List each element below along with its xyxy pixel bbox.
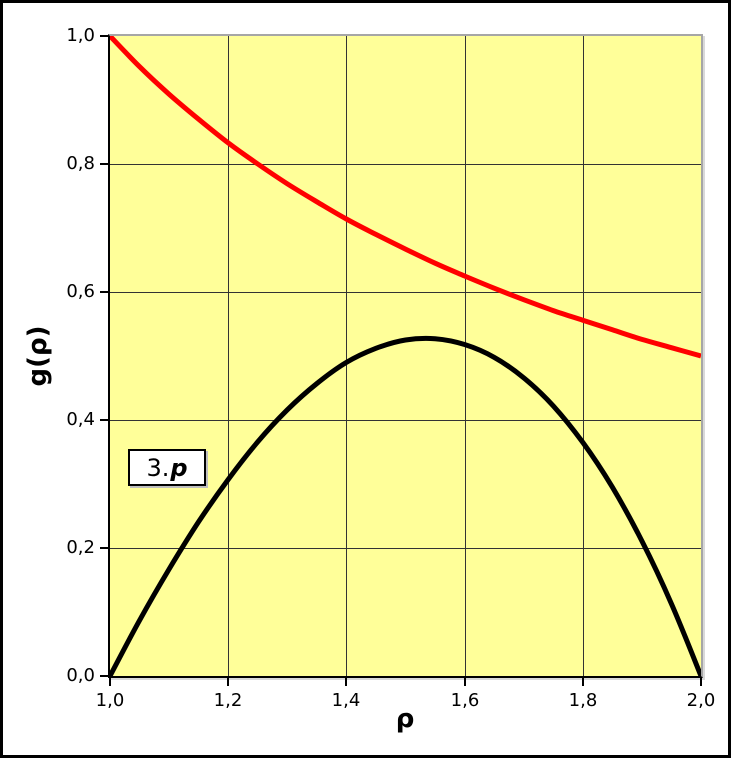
- y-axis-title: g(ρ): [23, 325, 53, 387]
- x-tick-label: 2,0: [686, 690, 716, 711]
- y-tick-mark: [100, 675, 108, 677]
- x-axis-title: ρ: [395, 704, 415, 734]
- x-tick-mark: [227, 678, 229, 686]
- x-tick-label: 1,6: [450, 690, 480, 711]
- y-tick-label: 0,2: [66, 537, 95, 558]
- y-tick-label: 0,0: [66, 665, 95, 686]
- annotation-symbol: p: [170, 453, 188, 482]
- annotation-box: 3. p: [128, 449, 206, 486]
- y-tick-label: 1,0: [66, 25, 95, 46]
- x-tick-mark: [109, 678, 111, 686]
- y-tick-mark: [100, 419, 108, 421]
- plot-area: [108, 34, 703, 678]
- x-tick-mark: [700, 678, 702, 686]
- plot-svg: [110, 36, 701, 676]
- x-tick-mark: [464, 678, 466, 686]
- x-tick-mark: [582, 678, 584, 686]
- y-tick-label: 0,4: [66, 409, 95, 430]
- x-tick-mark: [345, 678, 347, 686]
- y-tick-mark: [100, 163, 108, 165]
- series-curve-1: [110, 335, 701, 676]
- x-tick-label: 1,8: [568, 690, 598, 711]
- series-curve-0: [110, 36, 701, 359]
- x-tick-label: 1,2: [213, 690, 243, 711]
- y-tick-mark: [100, 291, 108, 293]
- x-tick-label: 1,4: [331, 690, 361, 711]
- y-tick-label: 0,8: [66, 153, 95, 174]
- y-tick-mark: [100, 35, 108, 37]
- y-tick-mark: [100, 547, 108, 549]
- annotation-prefix: 3.: [146, 453, 170, 482]
- y-tick-label: 0,6: [66, 281, 95, 302]
- x-tick-label: 1,0: [95, 690, 125, 711]
